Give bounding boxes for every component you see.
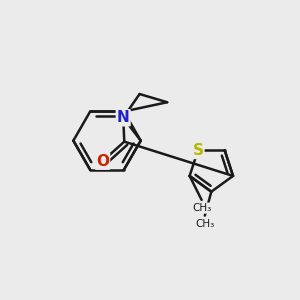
Text: CH₃: CH₃ [195, 219, 214, 229]
Text: CH₃: CH₃ [192, 203, 211, 213]
Text: O: O [96, 154, 109, 169]
Text: S: S [192, 143, 203, 158]
Text: N: N [117, 110, 130, 125]
